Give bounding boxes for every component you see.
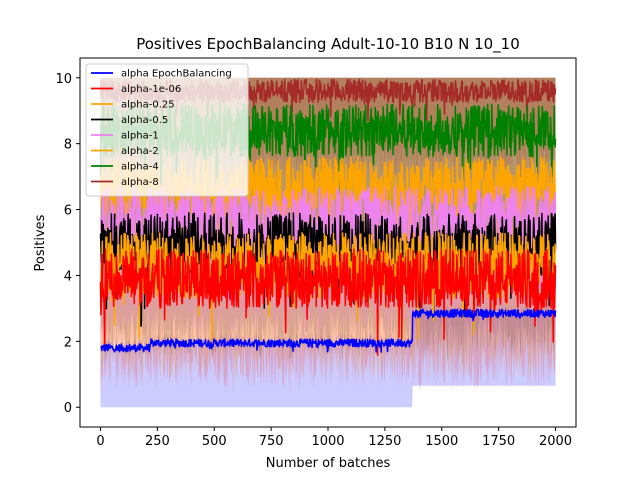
legend-label: alpha-0.5 <box>121 115 168 126</box>
y-axis-ticks: 0 2 4 6 8 10 <box>55 72 80 416</box>
x-tick-label: 2000 <box>539 434 572 449</box>
x-tick-label: 0 <box>96 434 104 449</box>
legend: alpha EpochBalancing alpha-1e-06 alpha-0.2… <box>85 63 249 197</box>
y-tick-label: 2 <box>64 335 72 350</box>
legend-label: alpha-8 <box>121 177 159 188</box>
y-tick-label: 0 <box>64 401 72 416</box>
x-axis-ticks: 0 250 500 750 1000 1250 1500 1750 2000 <box>96 427 572 449</box>
y-tick-label: 8 <box>64 138 72 153</box>
x-tick-label: 500 <box>202 434 227 449</box>
x-tick-label: 250 <box>145 434 170 449</box>
x-axis-label: Number of batches <box>266 456 391 471</box>
legend-label: alpha-2 <box>121 146 159 157</box>
y-tick-label: 10 <box>55 72 72 87</box>
chart-title: Positives EpochBalancing Adult-10-10 B10… <box>136 35 520 54</box>
y-tick-label: 6 <box>64 204 72 219</box>
legend-label: alpha-1 <box>121 131 159 142</box>
legend-label: alpha EpochBalancing <box>121 69 232 80</box>
series-band-0 <box>100 301 556 408</box>
y-axis-label: Positives <box>33 214 48 271</box>
legend-label: alpha-0.25 <box>121 100 175 111</box>
legend-box <box>85 63 249 197</box>
legend-label: alpha-1e-06 <box>121 84 181 95</box>
x-tick-label: 1500 <box>425 434 458 449</box>
x-tick-label: 1000 <box>311 434 344 449</box>
series-line-1 <box>99 248 557 356</box>
x-tick-label: 750 <box>259 434 284 449</box>
x-tick-label: 1250 <box>368 434 401 449</box>
legend-label: alpha-4 <box>121 162 159 173</box>
x-tick-label: 1750 <box>482 434 515 449</box>
series-line-0 <box>100 308 557 353</box>
y-tick-label: 4 <box>64 269 72 284</box>
